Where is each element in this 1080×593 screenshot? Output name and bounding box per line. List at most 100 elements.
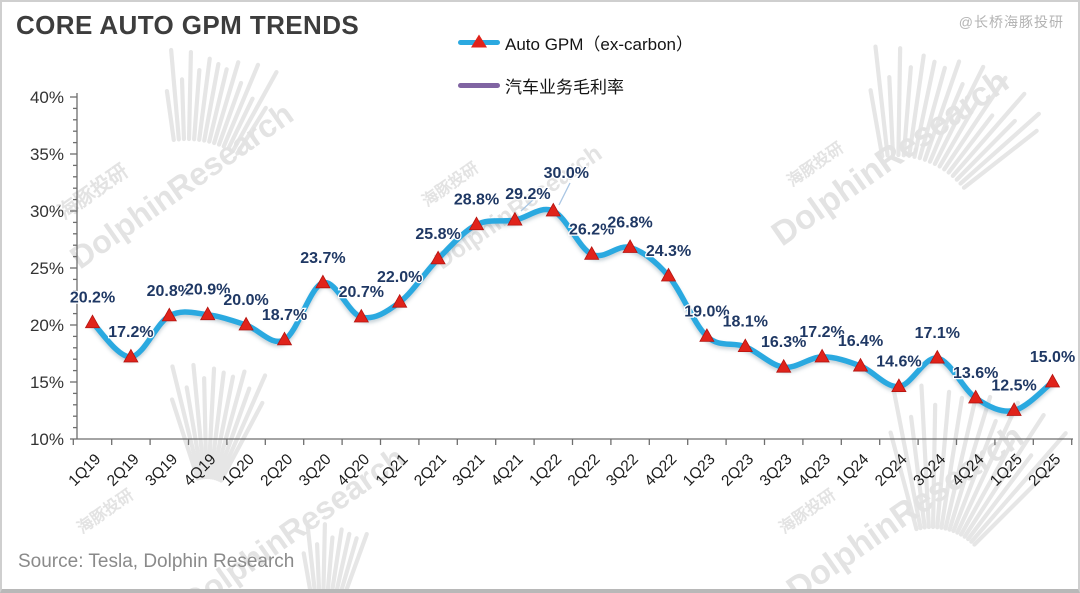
data-point-marker [276,331,293,346]
data-label: 15.0% [1030,349,1075,366]
data-point-marker [1006,402,1022,416]
data-point-marker [430,250,446,265]
red-triangle-marker-icon [471,34,487,48]
x-axis-label: 1Q23 [680,451,719,490]
data-point-marker [353,308,369,323]
data-point-marker [200,306,216,321]
x-axis-label: 4Q22 [641,451,680,490]
data-label: 29.2% [505,186,550,203]
watermark-fan-pattern [301,520,369,589]
data-label: 22.0% [377,269,422,286]
data-point-marker [891,378,907,392]
legend-item-auto-gpm-cn: 汽车业务毛利率 [458,75,693,97]
data-point-marker [622,239,638,253]
x-axis-label: 2Q19 [104,451,143,490]
watermark-fan-pattern [169,362,268,483]
data-label: 23.7% [300,250,345,267]
data-label: 12.5% [991,378,1036,395]
data-label: 16.4% [838,333,883,350]
data-point-marker [814,348,830,363]
data-label: 28.8% [454,192,499,209]
source-note: Source: Tesla, Dolphin Research [18,551,295,572]
x-axis-label: 1Q22 [526,451,565,490]
x-axis-label: 4Q23 [795,451,834,490]
legend-purple-line-icon [458,82,500,88]
y-axis-label: 40% [30,88,64,107]
data-point-marker [660,267,677,282]
watermark-fan-pattern [868,44,1041,190]
data-point-marker [238,316,254,331]
watermark-fan-pattern [888,383,1068,547]
y-axis-labels: 10% 15% 20% 25% 30% 35% 40% [30,88,64,449]
x-axis-label: 4Q21 [488,451,527,490]
data-label: 20.7% [339,284,384,301]
data-label: 24.3% [646,243,691,260]
axes [70,93,1073,445]
data-label: 20.2% [70,290,115,307]
data-label-leader-line [520,197,536,212]
data-point-marker [545,202,561,217]
watermark-text: 海豚投研 [73,485,136,537]
data-label: 30.0% [544,165,589,182]
data-label: 18.7% [262,307,307,324]
watermark-fan-pattern [164,47,279,156]
watermark-text: 海豚投研 [775,485,838,537]
data-point-marker [123,348,139,363]
data-point-marker [584,246,600,260]
y-axis-label: 20% [30,316,64,335]
data-label: 13.6% [953,365,998,382]
data-point-marker [737,338,753,353]
y-axis-label: 15% [30,373,64,392]
x-axis-label: 1Q19 [65,451,104,490]
x-axis-label: 2Q22 [565,451,604,490]
data-point-marker [84,314,101,329]
data-point-marker [929,349,945,364]
x-axis-label: 2Q20 [257,451,296,490]
chart-title: CORE AUTO GPM TRENDS [16,10,360,40]
data-point-marker [392,293,408,308]
x-axis-label: 3Q21 [449,451,488,490]
data-label: 17.1% [915,325,960,342]
data-labels: 20.2% 17.2% 20.8%20.9%20.0%18.7% 23.7% 20.7%… [69,164,1077,396]
legend-cyan-line-red-triangle-icon [458,34,500,48]
data-point-marker [852,357,869,372]
data-point-marker [699,328,715,342]
x-axis-label: 2Q23 [718,451,757,490]
data-point-marker [161,307,177,322]
data-label: 26.8% [607,214,652,231]
data-label: 20.9% [185,282,230,299]
data-point-marker [1044,373,1061,388]
data-label: 20.8% [147,283,192,300]
y-axis-label: 25% [30,259,64,278]
y-axis-label: 35% [30,145,64,164]
y-axis-label: 10% [30,430,64,449]
data-label: 25.8% [415,226,460,243]
data-label: 20.0% [223,292,268,309]
legend-item-auto-gpm: Auto GPM（ex-carbon） [458,32,694,54]
x-axis-label: 3Q22 [603,451,642,490]
data-label: 18.1% [723,314,768,331]
data-point-marker [315,274,331,289]
data-label: 17.2% [108,324,153,341]
x-axis-label: 1Q24 [833,451,872,490]
watermark-credit: @长桥海豚投研 [958,14,1064,30]
data-point-marker [507,211,523,226]
y-axis-label: 30% [30,202,64,221]
data-label: 14.6% [876,354,921,371]
series-line-auto-gpm [89,206,1056,414]
chart-legend: Auto GPM（ex-carbon） 汽车业务毛利率 [458,32,693,118]
x-axis-label: 2Q21 [411,451,450,490]
data-label: 19.0% [684,303,729,320]
x-axis-label: 3Q23 [757,451,796,490]
data-point-markers [84,202,1061,416]
data-point-marker [776,358,792,373]
data-point-marker [468,216,485,231]
legend-label-auto-gpm: Auto GPM（ex-carbon） [505,34,694,54]
data-point-marker [968,389,984,404]
data-label: 26.2% [569,221,614,238]
data-label-leader-line [558,182,571,206]
x-axis-label: 3Q19 [142,451,181,490]
legend-label-auto-gpm-cn: 汽车业务毛利率 [505,77,624,97]
